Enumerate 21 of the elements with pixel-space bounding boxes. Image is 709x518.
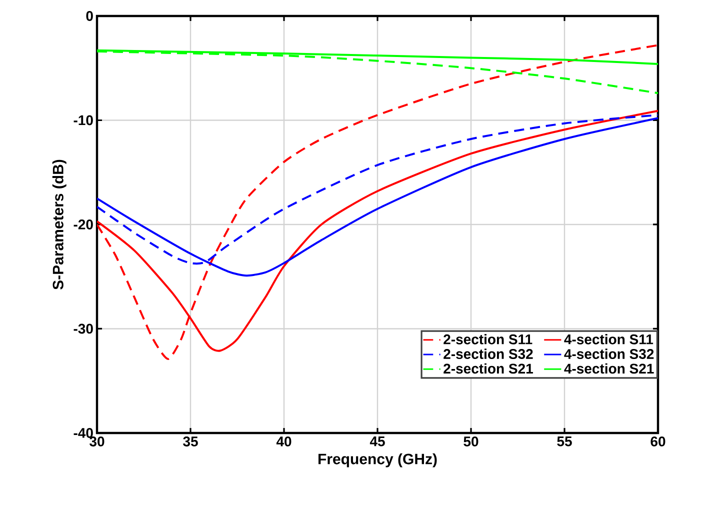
y-tick-label: -20 bbox=[74, 220, 93, 230]
y-tick-label: -40 bbox=[74, 428, 93, 438]
legend-label: 2-section S32 bbox=[444, 348, 533, 359]
y-tick-label: 0 bbox=[86, 11, 93, 21]
y-tick-label: -30 bbox=[74, 324, 93, 334]
legend-label: 4-section S32 bbox=[564, 348, 654, 359]
legend-label: 2-section S11 bbox=[444, 334, 532, 344]
legend-label: 2-section S21 bbox=[444, 363, 533, 374]
line-series bbox=[97, 44, 658, 360]
x-tick-label: 30 bbox=[90, 436, 104, 446]
x-tick-label: 45 bbox=[370, 436, 385, 446]
x-tick-label: 50 bbox=[464, 436, 478, 446]
x-tick-label: 60 bbox=[650, 436, 666, 446]
legend-label: 4-section S11 bbox=[564, 334, 654, 344]
x-tick-label: 40 bbox=[276, 436, 292, 446]
legend-label: 4-section S21 bbox=[564, 363, 654, 374]
y-axis-title: S-Parameters (dB) bbox=[52, 160, 66, 290]
x-tick-label: 35 bbox=[183, 436, 198, 446]
x-axis-title: Frequency (GHz) bbox=[318, 453, 437, 468]
y-tick-label: -10 bbox=[74, 115, 93, 126]
x-tick-label: 55 bbox=[557, 436, 572, 446]
